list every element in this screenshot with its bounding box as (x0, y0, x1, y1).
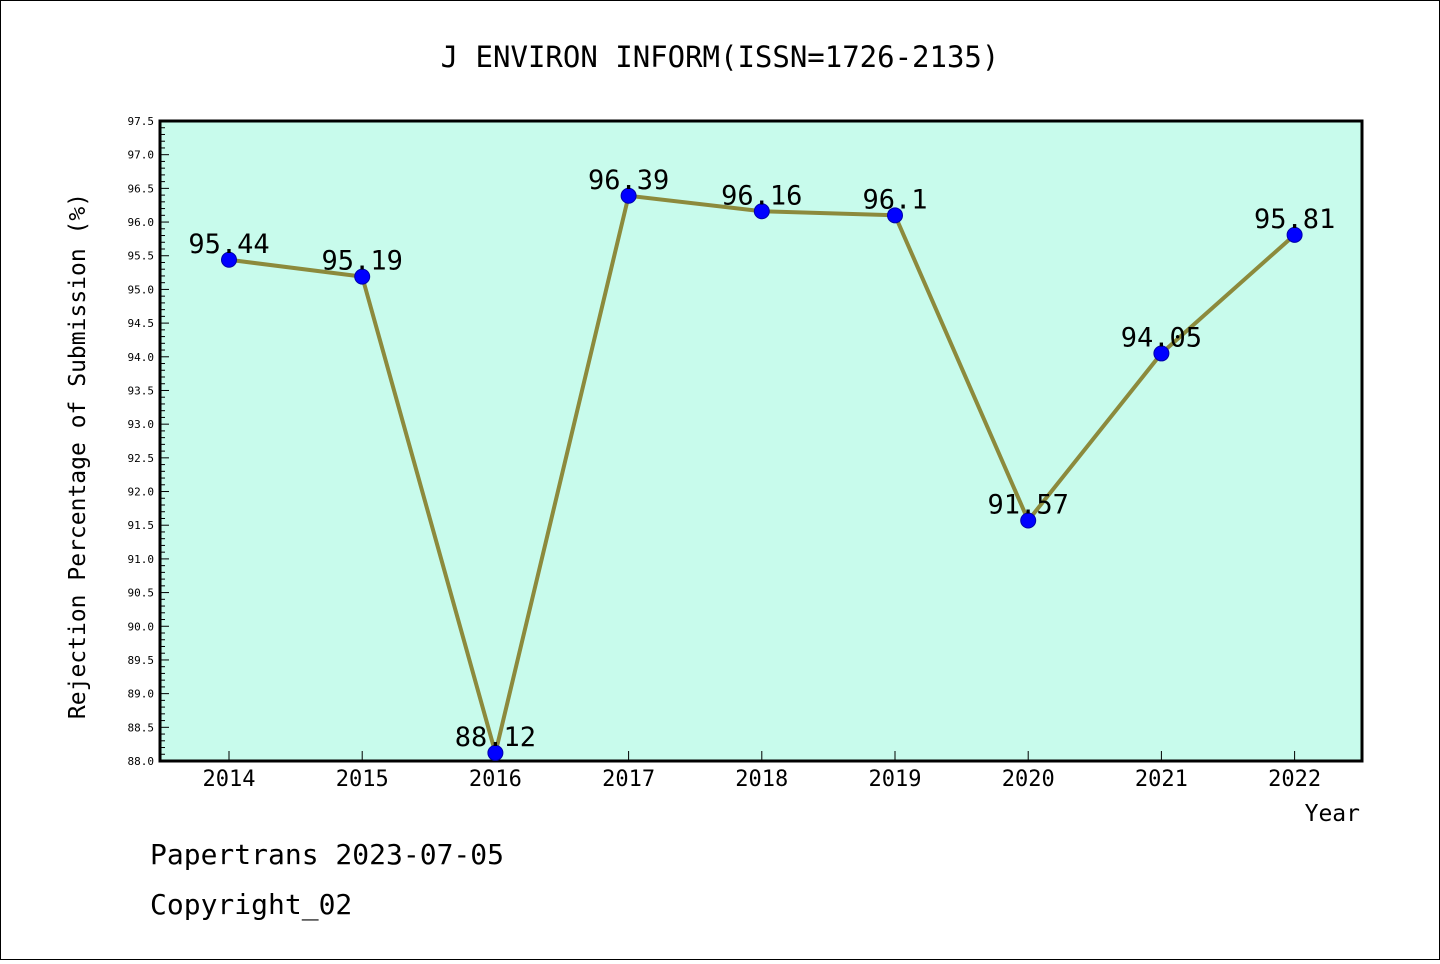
y-tick-label: 89.0 (128, 688, 155, 701)
data-label: 95.19 (322, 246, 403, 277)
x-tick-label: 2020 (1002, 767, 1055, 792)
series-group: 95.44 95.19 88.12 96.39 96.16 96.1 91.57 94.05 9… (188, 165, 1335, 761)
y-tick-label: 96.5 (128, 182, 155, 195)
y-tick-label: 88.5 (128, 721, 155, 734)
data-point (887, 207, 903, 224)
x-axis-title: Year (1305, 801, 1360, 827)
y-tick-label: 95.0 (128, 283, 155, 296)
data-label: 96.1 (862, 184, 927, 215)
data-label: 96.39 (588, 165, 669, 196)
data-label: 94.05 (1121, 322, 1202, 353)
y-tick-label: 91.5 (128, 519, 155, 532)
y-axis: 88.0 88.5 89.0 89.5 90.0 90.5 91.0 91.5 92.0 92.5… (128, 115, 169, 768)
footer-copyright: Copyright_02 (150, 888, 352, 922)
x-tick-label: 2015 (336, 767, 389, 792)
data-label: 91.57 (988, 489, 1069, 520)
footer-date: Papertrans 2023-07-05 (150, 838, 504, 871)
x-tick-label: 2022 (1268, 767, 1321, 792)
plot-area (158, 119, 1364, 763)
y-tick-label: 92.5 (128, 452, 155, 465)
data-label: 96.16 (721, 180, 802, 211)
data-point (1153, 345, 1170, 362)
y-tick-label: 96.0 (128, 216, 155, 229)
x-tick-label: 2016 (469, 767, 522, 792)
y-tick-label: 89.5 (128, 654, 155, 667)
data-point (354, 268, 371, 285)
data-label: 95.81 (1254, 204, 1335, 235)
x-tick-label: 2014 (203, 767, 256, 792)
y-tick-label: 94.0 (128, 351, 155, 364)
x-tick-label: 2019 (869, 767, 922, 792)
y-tick-label: 95.5 (128, 250, 155, 263)
data-point (753, 203, 770, 220)
data-point (1020, 512, 1037, 529)
data-point (620, 187, 637, 204)
data-point (221, 251, 237, 268)
data-label: 95.44 (188, 229, 269, 260)
data-label: 88.12 (455, 722, 536, 753)
x-tick-label: 2018 (735, 767, 788, 792)
y-tick-label: 92.0 (128, 486, 155, 499)
y-tick-label: 90.5 (128, 587, 155, 600)
y-tick-label: 93.5 (128, 384, 155, 397)
y-tick-label: 94.5 (128, 317, 155, 330)
data-point (1286, 226, 1303, 243)
x-tick-label: 2017 (602, 767, 655, 792)
y-axis-title: Rejection Percentage of Submission (%) (65, 193, 91, 719)
y-tick-label: 93.0 (128, 418, 155, 431)
y-tick-label: 97.5 (128, 115, 155, 128)
x-axis: 2014 2015 2016 2017 2018 2019 2020 2021 2022 (203, 751, 1321, 792)
y-tick-label: 90.0 (128, 620, 155, 633)
y-tick-label: 91.0 (128, 553, 155, 566)
y-tick-label: 88.0 (128, 755, 155, 768)
y-tick-label: 97.0 (128, 149, 155, 162)
data-point (487, 744, 504, 761)
chart-title: J ENVIRON INFORM(ISSN=1726-2135) (441, 40, 1000, 74)
x-tick-label: 2021 (1135, 767, 1188, 792)
